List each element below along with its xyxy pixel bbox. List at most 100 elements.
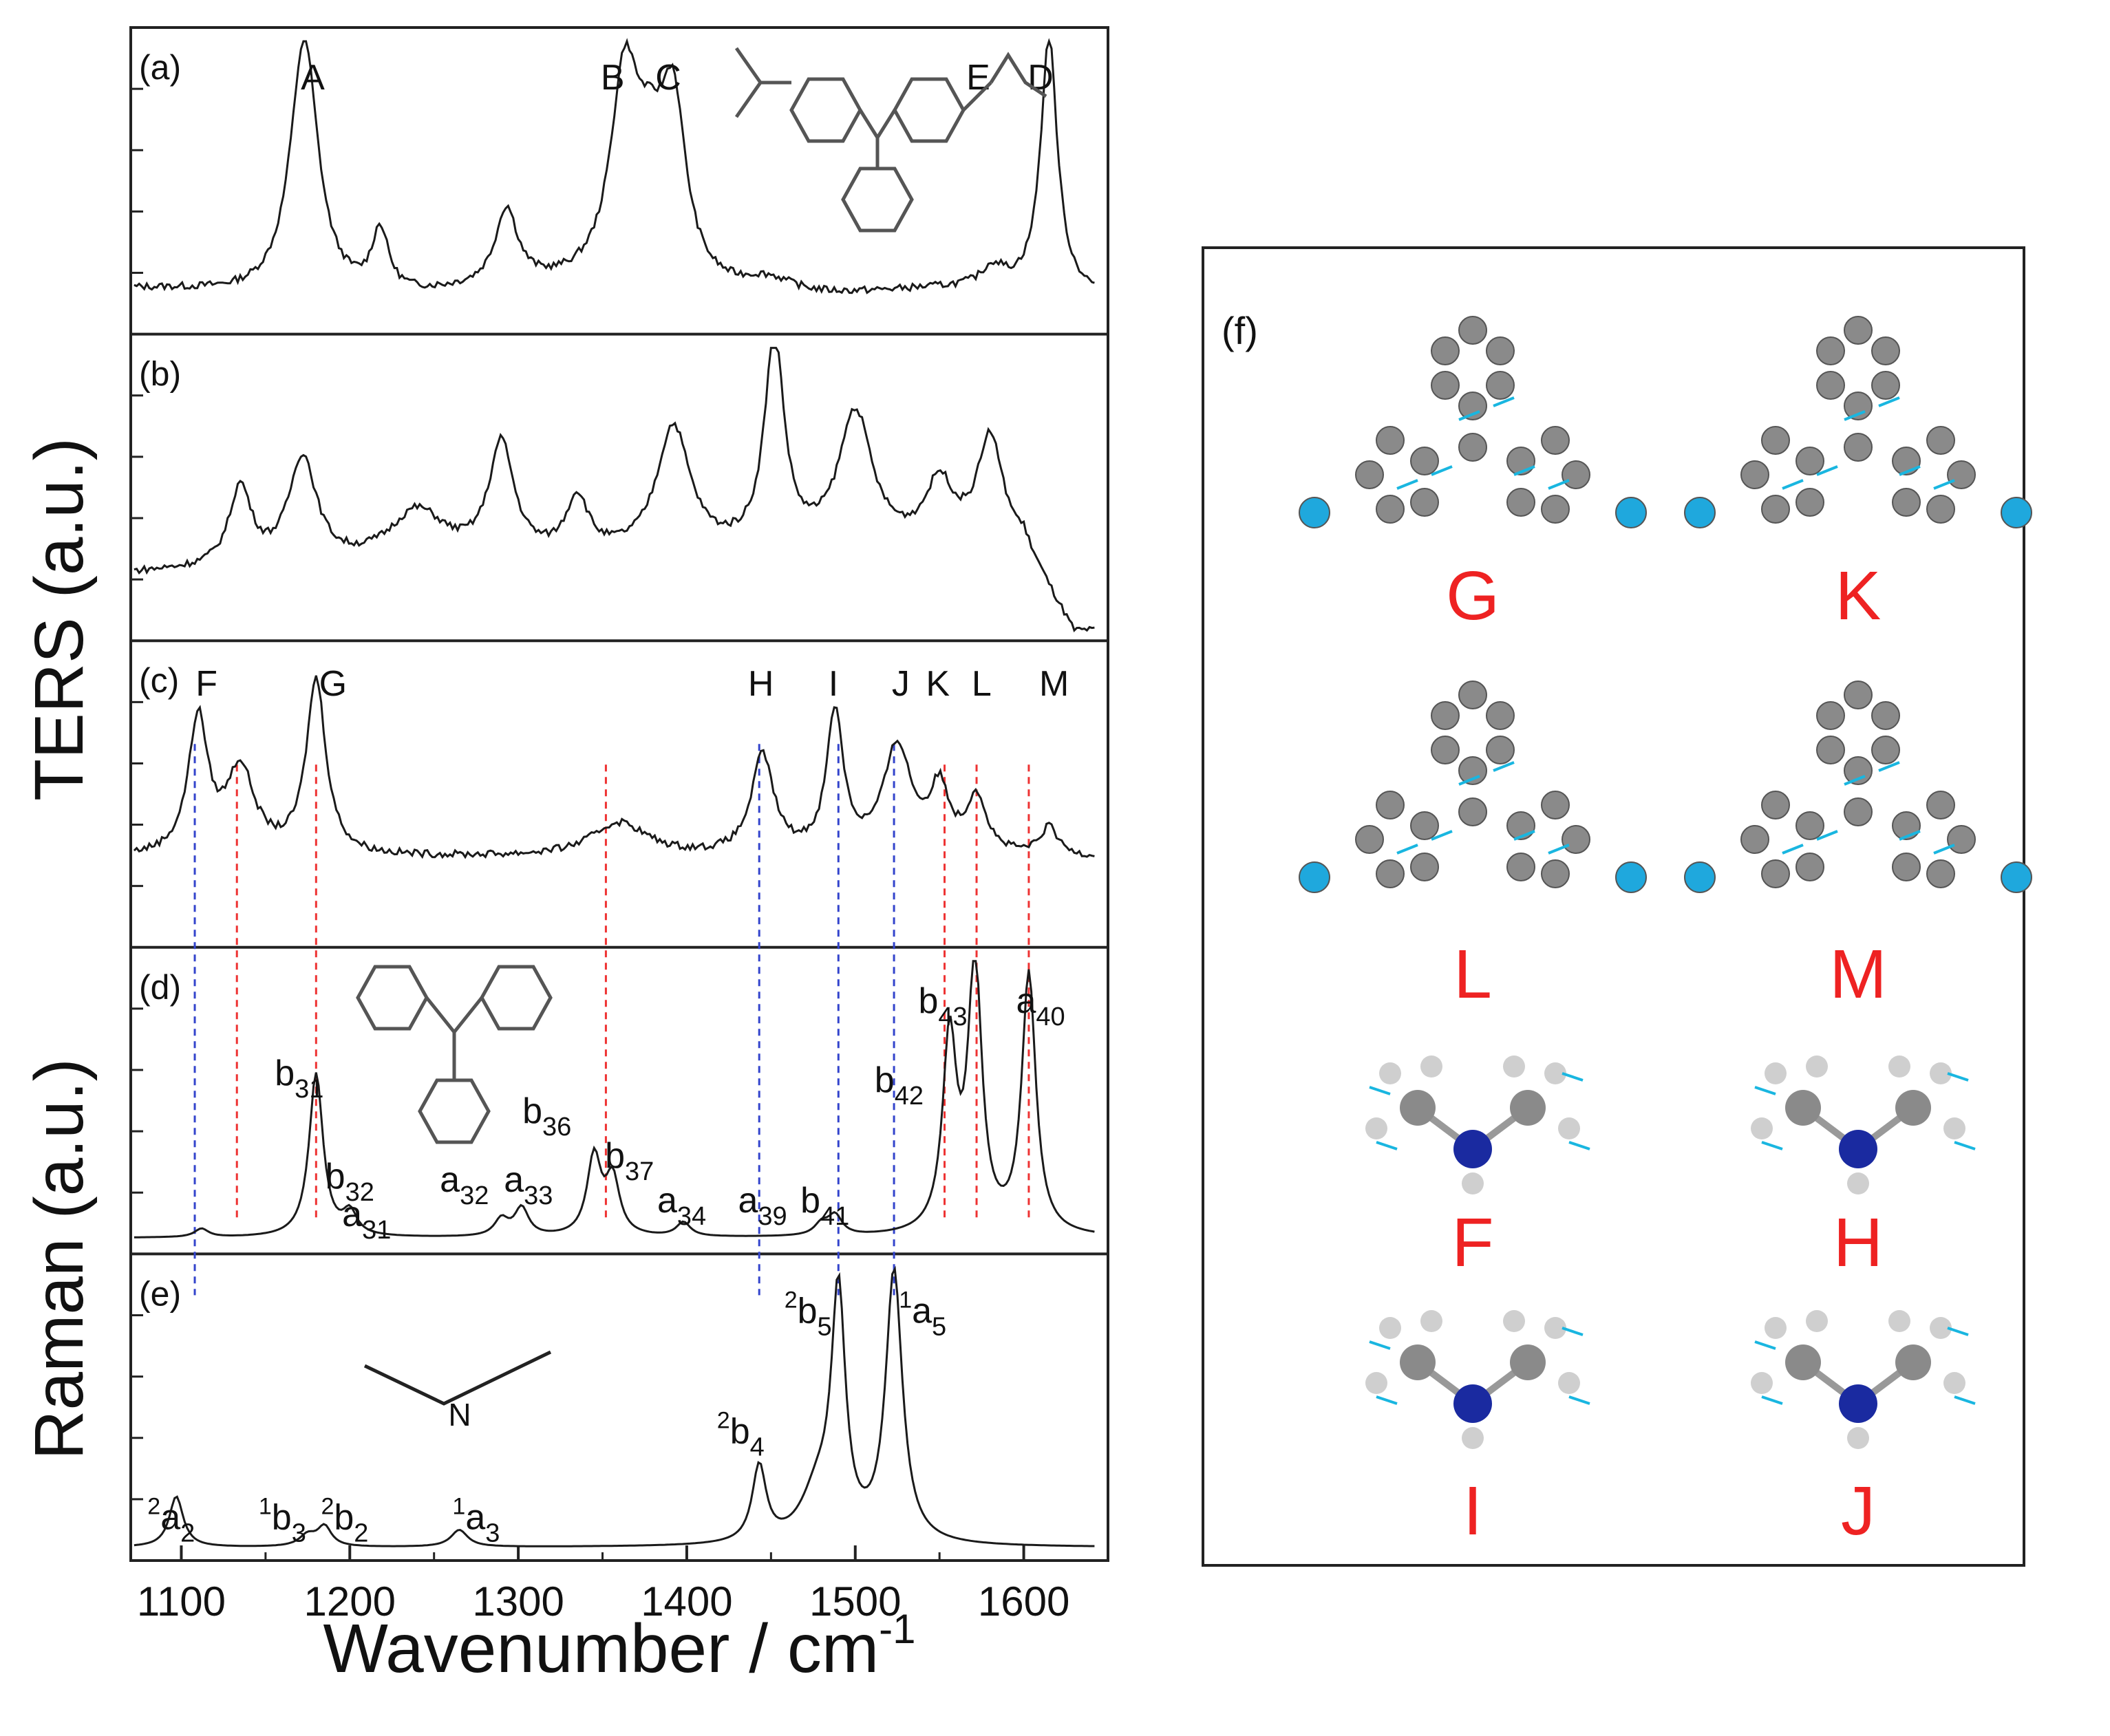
carbon-atom [1431, 336, 1460, 365]
displacement-vector [1568, 1141, 1590, 1150]
peak-label-sub: 41 [820, 1202, 849, 1231]
displacement-vector [1816, 465, 1838, 476]
carbon-atom [1892, 488, 1921, 517]
displacement-vector [1947, 1072, 1969, 1082]
hydrogen-atom [1765, 1062, 1787, 1084]
peak-label: b42 [875, 1060, 924, 1111]
hydrogen-atom [1943, 1117, 1965, 1139]
hydrogen-atom [1847, 1172, 1869, 1194]
carbon-atom [1541, 426, 1570, 455]
modes-frame [1202, 246, 2025, 1567]
hydrogen-atom [1558, 1117, 1580, 1139]
spectra-panels: 1100 1200 1300 1400 1500 1600 (a) A B C DE(b)(c) F… [129, 26, 1109, 1625]
carbon-atom [1562, 825, 1590, 854]
nitrogen-atom [1453, 1384, 1492, 1423]
carbon-atom [1926, 859, 1955, 888]
carbon-atom [1410, 488, 1439, 517]
displacement-vector [1396, 479, 1418, 490]
peak-label-main: b [605, 1136, 625, 1176]
carbon-atom [1740, 825, 1769, 854]
displacement-vector [1754, 1086, 1776, 1095]
carbon-atom [1506, 488, 1535, 517]
peak-label-main: B [601, 58, 625, 98]
x-axis-title: Wavenumber / cm-1 [323, 1606, 916, 1687]
x-axis-title-exponent: -1 [879, 1606, 915, 1652]
displacement-vector [1458, 410, 1480, 421]
displacement-vector [1761, 1141, 1783, 1150]
displacement-vector [1782, 844, 1804, 855]
carbon-atom [1816, 736, 1845, 764]
displacement-vector [1493, 396, 1515, 407]
peak-label: F [195, 664, 217, 704]
peak-label: M [1039, 664, 1069, 704]
carbon-atom [1795, 488, 1824, 517]
displacement-vector [1761, 1395, 1783, 1405]
peak-label-sub: 36 [542, 1113, 571, 1142]
peak-label-main: b [326, 1157, 345, 1197]
displacement-vector [1844, 410, 1866, 421]
peak-label-main: b [800, 1181, 820, 1221]
carbon-atom [1376, 859, 1405, 888]
peak-label-main: L [972, 664, 992, 704]
molecule-model [1299, 316, 1647, 528]
carbon-atom [1795, 447, 1824, 475]
peak-label-main: a [1016, 981, 1036, 1021]
displacement-vector [1458, 775, 1480, 786]
carbon-atom [1431, 701, 1460, 730]
carbon-atom [1562, 460, 1590, 489]
plot-frame [129, 26, 1109, 1562]
peak-label-sub: 3 [485, 1519, 500, 1547]
dimethylamine-structure [363, 1350, 552, 1406]
peak-label: 1a3 [452, 1493, 500, 1547]
peak-label-sup: 2 [717, 1407, 730, 1433]
carbon-atom [1740, 460, 1769, 489]
displacement-vector [1431, 465, 1453, 476]
panel-label-e: (e) [139, 1274, 181, 1313]
peak-label: 1a5 [899, 1287, 946, 1341]
panel-label-b: (b) [139, 355, 181, 394]
carbon-atom [1458, 681, 1487, 709]
peak-label-main: b [875, 1060, 895, 1100]
peak-label-sub: 5 [932, 1312, 946, 1341]
ters-axis-title: TERS (a.u.) [21, 438, 98, 801]
carbon-atom [1761, 426, 1790, 455]
hydrogen-atom [1751, 1372, 1773, 1394]
hydrogen-atom [1365, 1372, 1387, 1394]
hydrogen-atom [1420, 1055, 1442, 1078]
displacement-vector [1954, 1395, 1976, 1405]
carbon-atom [1892, 853, 1921, 881]
peak-label: G [319, 664, 347, 704]
hydrogen-atom [1806, 1310, 1828, 1332]
carbon-atom [1816, 371, 1845, 400]
peak-label: b43 [918, 981, 967, 1031]
hydrogen-atom [1888, 1055, 1910, 1078]
carbon-atom [1458, 433, 1487, 462]
raman-axis-title: Raman (a.u.) [21, 1058, 98, 1460]
peak-label-sup: 1 [452, 1493, 465, 1519]
displacement-vector [1431, 830, 1453, 841]
molecule-model [1684, 681, 2032, 893]
peak-label: L [972, 664, 992, 704]
hydrogen-atom [1462, 1427, 1484, 1449]
peak-label: 1b3 [259, 1493, 306, 1547]
modes-panel-label: (f) [1222, 309, 1258, 352]
carbon-atom [1410, 447, 1439, 475]
carbon-atom [1431, 371, 1460, 400]
carbon-atom [1400, 1344, 1436, 1380]
displacement-vector [1376, 1141, 1398, 1150]
displacement-vector [1513, 830, 1535, 841]
peak-label-main: a [160, 1497, 180, 1537]
displacement-vector [1562, 1327, 1584, 1336]
peak-label-main: G [319, 664, 347, 704]
peak-label-sub: 4 [750, 1433, 765, 1461]
peak-label-main: b [334, 1497, 354, 1537]
peak-label-sub: 2 [180, 1519, 195, 1547]
hydrogen-atom [1420, 1310, 1442, 1332]
peak-label-main: C [655, 58, 681, 98]
displacement-vector [1548, 479, 1570, 490]
peak-label: a32 [440, 1160, 489, 1210]
peak-label: b37 [605, 1136, 654, 1186]
hydrogen-atom [1765, 1317, 1787, 1339]
hydrogen-atom [1544, 1062, 1566, 1084]
